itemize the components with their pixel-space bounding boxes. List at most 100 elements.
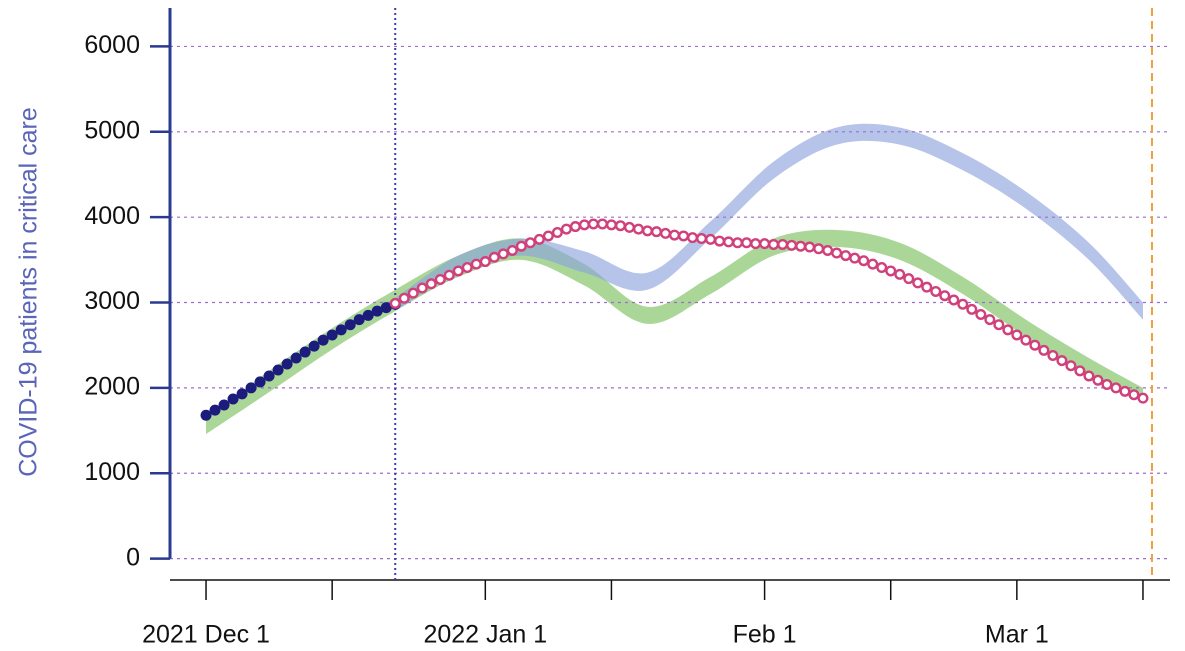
data-point [975,308,987,320]
data-point [389,297,401,309]
data-point [371,305,383,317]
data-point [632,223,644,235]
data-point [533,233,545,245]
data-point [434,273,446,285]
data-point [443,269,455,281]
data-point [849,252,861,264]
data-point [822,244,834,256]
data-point [254,376,266,388]
data-point [714,235,726,247]
data-point [687,232,699,244]
data-point [948,294,960,306]
data-point [786,239,798,251]
data-point [1047,349,1059,361]
data-point [1119,385,1131,397]
data-point [984,314,996,326]
data-point [1101,378,1113,390]
data-point [1029,339,1041,351]
data-point [903,273,915,285]
data-point [596,218,608,230]
data-point [1065,360,1077,372]
data-point [218,399,230,411]
data-point [840,250,852,262]
data-point [1128,389,1140,401]
x-tick-label: Mar 1 [985,621,1049,649]
data-point [335,324,347,336]
data-point [777,238,789,250]
data-point [362,309,374,321]
y-tick-label: 0 [126,543,140,571]
data-point [885,265,897,277]
data-point [506,244,518,256]
data-point [741,237,753,249]
data-point [578,219,590,231]
y-tick-label: 1000 [84,458,140,486]
data-point [587,218,599,230]
data-point [1137,392,1149,404]
data-point [308,340,320,352]
data-point [515,240,527,252]
data-point [263,370,275,382]
data-point [1092,374,1104,386]
data-point [452,265,464,277]
data-point [380,302,392,314]
data-point [1011,329,1023,341]
data-point [1002,324,1014,336]
data-point [930,285,942,297]
data-point [407,287,419,299]
data-point [398,292,410,304]
data-point [200,409,212,421]
x-tick-label: 2021 Dec 1 [142,621,270,649]
data-point [768,238,780,250]
data-point [1056,355,1068,367]
data-point [894,268,906,280]
data-point [1083,370,1095,382]
data-point [542,230,554,242]
data-point [957,298,969,310]
data-point [912,277,924,289]
data-point [614,220,626,232]
data-point [425,278,437,290]
data-point [732,237,744,249]
data-point [867,258,879,270]
data-point [759,238,771,250]
data-point [551,227,563,239]
data-point [858,255,870,267]
data-point [831,247,843,259]
y-tick-label: 5000 [84,116,140,144]
data-point [804,241,816,253]
data-point [569,221,581,233]
data-point [750,238,762,250]
data-point [353,314,365,326]
data-point [813,243,825,255]
data-point [1074,365,1086,377]
data-point [966,303,978,315]
data-point [209,404,221,416]
uncertainty-band [395,123,1143,320]
data-point [344,319,356,331]
data-point [290,352,302,364]
y-tick-label: 3000 [84,287,140,315]
data-point [1110,382,1122,394]
y-tick-label: 4000 [84,202,140,230]
data-point [921,281,933,293]
data-point [326,329,338,341]
data-point [669,229,681,241]
y-tick-label: 2000 [84,373,140,401]
data-point [299,346,311,358]
data-point [1020,334,1032,346]
data-point [650,226,662,238]
data-point [281,358,293,370]
data-point [659,227,671,239]
data-point [488,251,500,263]
data-point [236,388,248,400]
data-point [723,236,735,248]
data-point [993,319,1005,331]
data-point [1038,344,1050,356]
data-point [461,262,473,274]
data-point [876,262,888,274]
data-point [245,382,257,394]
data-point [605,219,617,231]
data-point [705,233,717,245]
